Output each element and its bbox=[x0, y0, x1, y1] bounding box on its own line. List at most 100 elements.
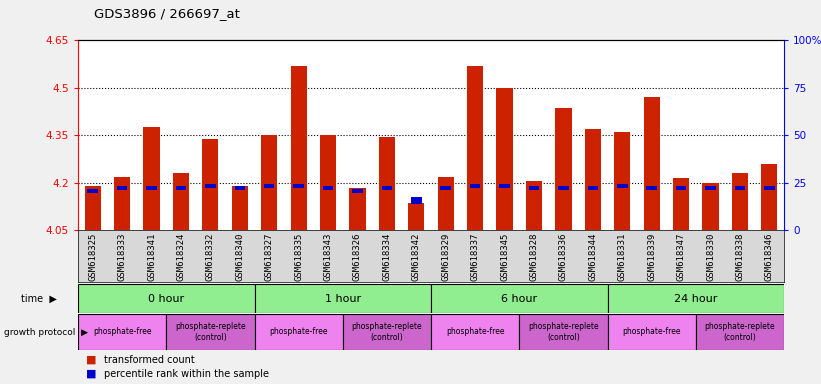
Text: time  ▶: time ▶ bbox=[21, 294, 57, 304]
Bar bbox=[646, 186, 657, 190]
Bar bbox=[166, 314, 255, 350]
Bar bbox=[526, 181, 542, 230]
Text: GSM618338: GSM618338 bbox=[736, 233, 745, 281]
Bar bbox=[146, 186, 157, 190]
Text: GSM618347: GSM618347 bbox=[677, 233, 686, 281]
Bar bbox=[735, 186, 745, 190]
Text: phosphate-free: phosphate-free bbox=[269, 328, 328, 336]
Bar bbox=[555, 108, 571, 230]
Text: GSM618337: GSM618337 bbox=[470, 233, 479, 281]
Bar bbox=[382, 186, 392, 190]
Bar bbox=[467, 66, 484, 230]
Bar bbox=[558, 186, 569, 190]
Bar bbox=[293, 184, 304, 188]
Bar bbox=[117, 186, 127, 190]
Text: ■: ■ bbox=[86, 369, 97, 379]
Bar bbox=[470, 184, 480, 188]
Bar bbox=[644, 98, 660, 230]
Text: GSM618328: GSM618328 bbox=[530, 233, 539, 281]
Bar bbox=[411, 197, 421, 204]
Text: GSM618340: GSM618340 bbox=[236, 233, 245, 281]
Bar bbox=[350, 188, 365, 230]
Bar bbox=[703, 183, 718, 230]
Text: percentile rank within the sample: percentile rank within the sample bbox=[104, 369, 269, 379]
Bar bbox=[431, 314, 519, 350]
Text: ■: ■ bbox=[86, 355, 97, 365]
Bar bbox=[202, 139, 218, 230]
Text: GSM618339: GSM618339 bbox=[647, 233, 656, 281]
Bar bbox=[323, 186, 333, 190]
Text: GSM618336: GSM618336 bbox=[559, 233, 568, 281]
Bar bbox=[497, 88, 512, 230]
Bar bbox=[441, 186, 451, 190]
Text: phosphate-free: phosphate-free bbox=[622, 328, 681, 336]
Bar bbox=[78, 314, 166, 350]
Bar bbox=[608, 284, 784, 313]
Bar bbox=[519, 314, 608, 350]
Bar bbox=[431, 284, 608, 313]
Bar bbox=[617, 184, 627, 188]
Bar bbox=[378, 137, 395, 230]
Bar bbox=[676, 186, 686, 190]
Bar bbox=[732, 174, 748, 230]
Text: GDS3896 / 266697_at: GDS3896 / 266697_at bbox=[94, 7, 241, 20]
Text: GSM618333: GSM618333 bbox=[117, 233, 126, 281]
Bar bbox=[673, 178, 689, 230]
Text: 1 hour: 1 hour bbox=[324, 293, 361, 304]
Bar bbox=[255, 314, 343, 350]
Text: GSM618325: GSM618325 bbox=[88, 233, 97, 281]
Text: GSM618344: GSM618344 bbox=[589, 233, 598, 281]
Bar bbox=[205, 184, 216, 188]
Text: phosphate-free: phosphate-free bbox=[93, 328, 151, 336]
Bar bbox=[343, 314, 431, 350]
Bar bbox=[144, 127, 159, 230]
Bar bbox=[499, 184, 510, 188]
Text: GSM618324: GSM618324 bbox=[177, 233, 186, 281]
Text: GSM618342: GSM618342 bbox=[412, 233, 421, 281]
Text: transformed count: transformed count bbox=[104, 355, 195, 365]
Text: GSM618334: GSM618334 bbox=[383, 233, 392, 281]
Text: GSM618327: GSM618327 bbox=[264, 233, 273, 281]
Text: 24 hour: 24 hour bbox=[674, 293, 718, 304]
Bar bbox=[232, 186, 248, 230]
Text: 0 hour: 0 hour bbox=[148, 293, 185, 304]
Bar bbox=[764, 186, 774, 190]
Text: GSM618343: GSM618343 bbox=[323, 233, 333, 281]
Bar bbox=[85, 186, 101, 230]
Text: phosphate-replete
(control): phosphate-replete (control) bbox=[175, 322, 245, 342]
Text: phosphate-replete
(control): phosphate-replete (control) bbox=[351, 322, 422, 342]
Bar bbox=[114, 177, 131, 230]
Bar bbox=[529, 186, 539, 190]
Bar bbox=[608, 314, 695, 350]
Bar bbox=[438, 177, 454, 230]
Bar bbox=[235, 186, 245, 190]
Text: GSM618345: GSM618345 bbox=[500, 233, 509, 281]
Bar bbox=[320, 136, 336, 230]
Bar bbox=[761, 164, 777, 230]
Text: GSM618330: GSM618330 bbox=[706, 233, 715, 281]
Bar bbox=[408, 204, 424, 230]
Bar bbox=[88, 189, 98, 193]
Text: GSM618341: GSM618341 bbox=[147, 233, 156, 281]
Bar bbox=[261, 136, 277, 230]
Bar bbox=[78, 284, 255, 313]
Text: phosphate-replete
(control): phosphate-replete (control) bbox=[704, 322, 775, 342]
Bar bbox=[696, 314, 784, 350]
Bar bbox=[264, 184, 274, 188]
Text: GSM618326: GSM618326 bbox=[353, 233, 362, 281]
Text: growth protocol  ▶: growth protocol ▶ bbox=[4, 328, 88, 337]
Text: 6 hour: 6 hour bbox=[501, 293, 538, 304]
Bar bbox=[291, 66, 307, 230]
Bar bbox=[255, 284, 431, 313]
Bar bbox=[585, 129, 601, 230]
Text: GSM618332: GSM618332 bbox=[206, 233, 215, 281]
Text: phosphate-free: phosphate-free bbox=[446, 328, 504, 336]
Bar bbox=[705, 186, 716, 190]
Bar bbox=[173, 174, 189, 230]
Bar bbox=[176, 186, 186, 190]
Text: GSM618335: GSM618335 bbox=[294, 233, 303, 281]
Bar bbox=[588, 186, 598, 190]
Bar bbox=[614, 132, 631, 230]
Text: GSM618329: GSM618329 bbox=[441, 233, 450, 281]
Text: GSM618331: GSM618331 bbox=[617, 233, 626, 281]
